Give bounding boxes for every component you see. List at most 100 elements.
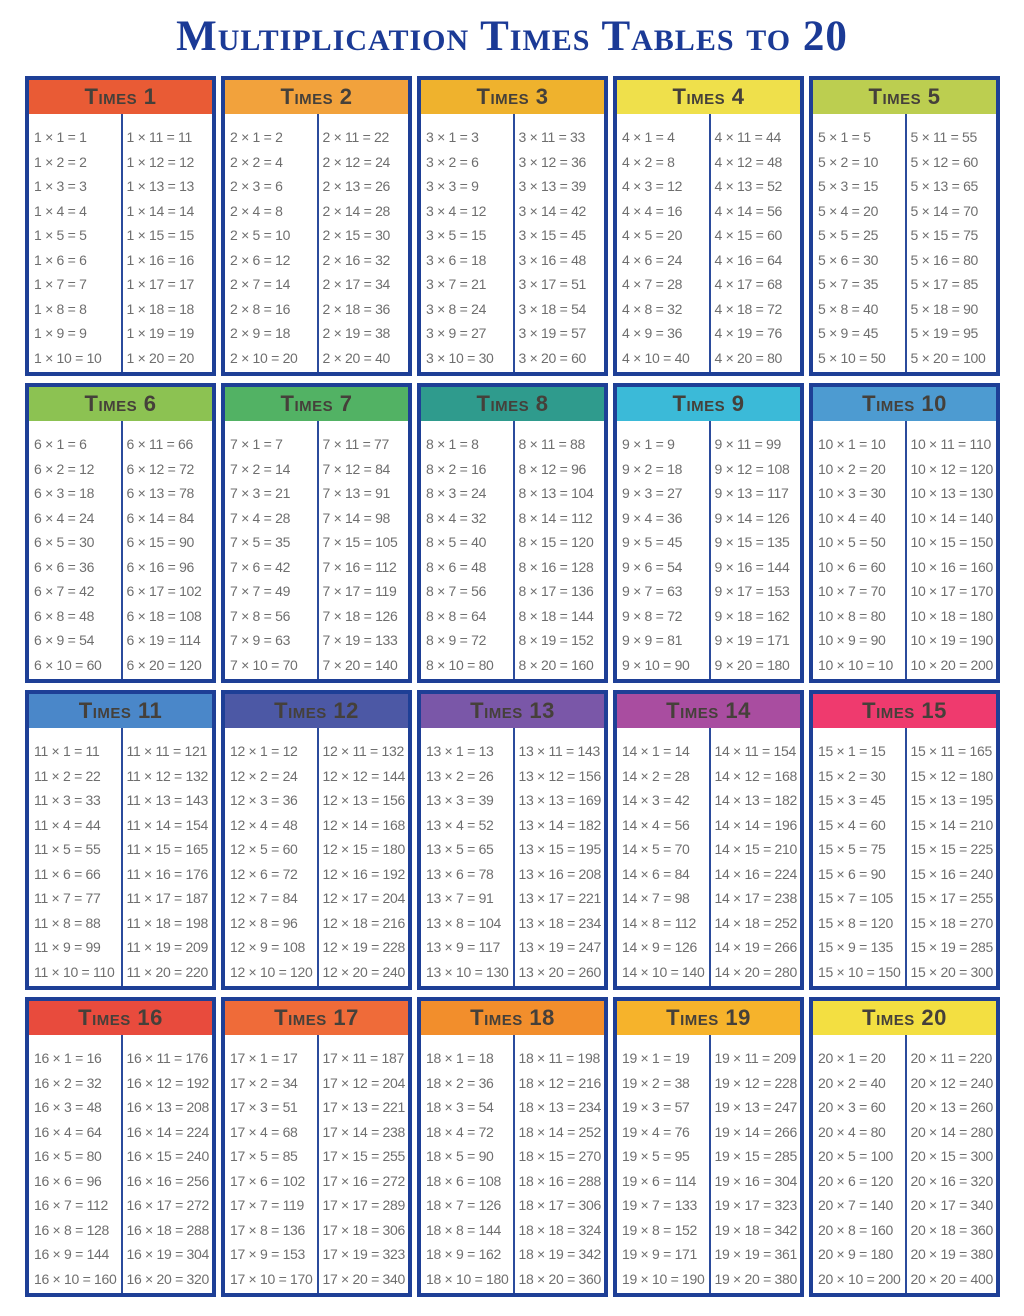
equation: 16 × 10 = 160 (34, 1270, 117, 1287)
equation: 11 × 12 = 132 (126, 767, 209, 784)
equation-column-left: 19 × 1 = 19 19 × 2 = 38 19 × 3 = 57 19 × 4 … (617, 1035, 709, 1293)
table-header-label: Times 7 (280, 391, 353, 416)
equation: 14 × 17 = 238 (714, 890, 798, 906)
equation: 5 × 17 = 85 (910, 276, 979, 292)
equation: 17 × 10 = 170 (230, 1270, 313, 1287)
equation: 5 × 16 = 80 (910, 251, 979, 268)
equation: 1 × 1 = 1 (34, 129, 87, 145)
equation: 17 × 6 = 102 (230, 1172, 306, 1189)
equation: 2 × 2 = 4 (230, 153, 283, 170)
equation: 17 × 5 = 85 (230, 1148, 298, 1164)
equation: 5 × 4 = 20 (818, 202, 879, 219)
equation: 6 × 5 = 30 (34, 534, 95, 550)
equation-column-right: 16 × 11 = 176 16 × 12 = 192 16 × 13 = 208 1… (120, 1035, 213, 1293)
table-header-label: Times 10 (862, 391, 947, 416)
equation: 7 × 13 = 91 (322, 485, 391, 501)
equation-column-left: 8 × 1 = 8 8 × 2 = 16 8 × 3 = 24 8 × 4 = 32 8… (421, 421, 513, 679)
equation: 3 × 13 = 39 (518, 178, 587, 194)
equation-column-right: 17 × 11 = 187 17 × 12 = 204 17 × 13 = 221 1… (316, 1035, 409, 1293)
equation: 18 × 17 = 306 (518, 1197, 602, 1213)
equation: 14 × 14 = 196 (714, 816, 798, 833)
equation: 6 × 6 = 36 (34, 558, 95, 575)
equation: 17 × 9 = 153 (230, 1246, 306, 1262)
equation: 16 × 3 = 48 (34, 1099, 102, 1115)
equation: 6 × 16 = 96 (126, 558, 195, 575)
equation: 20 × 19 = 380 (910, 1246, 994, 1262)
equation: 2 × 12 = 24 (322, 153, 391, 170)
equation: 7 × 8 = 56 (230, 607, 291, 624)
equation: 7 × 17 = 119 (322, 583, 397, 599)
equation: 10 × 12 = 120 (910, 460, 994, 477)
equation: 19 × 8 = 152 (622, 1221, 698, 1238)
equation: 2 × 17 = 34 (322, 276, 391, 292)
equation: 8 × 6 = 48 (426, 558, 487, 575)
equation: 16 × 15 = 240 (126, 1148, 210, 1164)
equation: 9 × 15 = 135 (714, 534, 790, 550)
equation-column-right: 6 × 11 = 66 6 × 12 = 72 6 × 13 = 78 6 × 14 … (120, 421, 213, 679)
equation: 20 × 9 = 180 (818, 1246, 894, 1262)
equation: 6 × 12 = 72 (126, 460, 195, 477)
table-header-label: Times 16 (78, 1005, 163, 1030)
equation: 18 × 4 = 72 (426, 1123, 494, 1140)
equation: 7 × 12 = 84 (322, 460, 391, 477)
equation-column-right: 15 × 11 = 165 15 × 12 = 180 15 × 13 = 195 1… (904, 728, 997, 986)
equation: 18 × 6 = 108 (426, 1172, 502, 1189)
equation: 6 × 8 = 48 (34, 607, 95, 624)
equation: 19 × 12 = 228 (714, 1074, 798, 1091)
equation: 1 × 16 = 16 (126, 251, 195, 268)
equation: 4 × 14 = 56 (714, 202, 783, 219)
table-header-label: Times 9 (672, 391, 745, 416)
equation: 3 × 12 = 36 (518, 153, 587, 170)
table-header-label: Times 8 (476, 391, 549, 416)
table-body: 8 × 1 = 8 8 × 2 = 16 8 × 3 = 24 8 × 4 = 32 8… (421, 421, 604, 679)
equation: 10 × 20 = 200 (910, 656, 994, 673)
equation-column-right: 20 × 11 = 220 20 × 12 = 240 20 × 13 = 260 2… (904, 1035, 997, 1293)
equation: 16 × 19 = 304 (126, 1246, 210, 1262)
equation: 13 × 12 = 156 (518, 767, 602, 784)
equation: 6 × 9 = 54 (34, 632, 95, 648)
equation: 17 × 18 = 306 (322, 1221, 406, 1238)
equation: 13 × 15 = 195 (518, 841, 602, 857)
equation: 4 × 11 = 44 (714, 129, 782, 145)
equation: 18 × 15 = 270 (518, 1148, 602, 1164)
table-body: 5 × 1 = 5 5 × 2 = 10 5 × 3 = 15 5 × 4 = 20 5… (813, 114, 996, 372)
equation: 2 × 18 = 36 (322, 300, 391, 317)
equation: 3 × 16 = 48 (518, 251, 587, 268)
equation: 20 × 3 = 60 (818, 1099, 886, 1115)
equation: 5 × 14 = 70 (910, 202, 979, 219)
equation: 13 × 2 = 26 (426, 767, 494, 784)
equation: 10 × 6 = 60 (818, 558, 886, 575)
equation-column-right: 12 × 11 = 132 12 × 12 = 144 12 × 13 = 156 1… (316, 728, 409, 986)
equation: 20 × 1 = 20 (818, 1050, 886, 1066)
equation: 10 × 3 = 30 (818, 485, 886, 501)
equation: 11 × 3 = 33 (34, 792, 101, 808)
equation: 13 × 16 = 208 (518, 865, 602, 882)
times-tables-grid: Times 1 1 × 1 = 1 1 × 2 = 2 1 × 3 = 3 1 × 4 … (25, 76, 1000, 1297)
equation-column-right: 3 × 11 = 33 3 × 12 = 36 3 × 13 = 39 3 × 14 … (512, 114, 605, 372)
equation-column-right: 5 × 11 = 55 5 × 12 = 60 5 × 13 = 65 5 × 14 … (904, 114, 997, 372)
table-header-label: Times 15 (862, 698, 947, 723)
equation: 17 × 2 = 34 (230, 1074, 298, 1091)
equation: 12 × 7 = 84 (230, 890, 298, 906)
equation: 11 × 11 = 121 (126, 743, 208, 759)
equation: 1 × 6 = 6 (34, 251, 87, 268)
equation-column-right: 9 × 11 = 99 9 × 12 = 108 9 × 13 = 117 9 × 1… (708, 421, 801, 679)
equation: 9 × 17 = 153 (714, 583, 790, 599)
equation: 7 × 5 = 35 (230, 534, 291, 550)
equation: 10 × 7 = 70 (818, 583, 886, 599)
equation: 14 × 19 = 266 (714, 939, 798, 955)
equation: 17 × 11 = 187 (322, 1050, 405, 1066)
equation: 18 × 5 = 90 (426, 1148, 494, 1164)
equation: 11 × 4 = 44 (34, 816, 101, 833)
table-header: Times 8 (421, 387, 604, 421)
equation: 11 × 14 = 154 (126, 816, 209, 833)
equation: 16 × 2 = 32 (34, 1074, 102, 1091)
equation: 13 × 10 = 130 (426, 963, 509, 980)
equation: 20 × 2 = 40 (818, 1074, 886, 1091)
equation: 5 × 9 = 45 (818, 325, 879, 341)
equation: 4 × 6 = 24 (622, 251, 683, 268)
equation: 10 × 18 = 180 (910, 607, 994, 624)
equation: 12 × 6 = 72 (230, 865, 298, 882)
times-table-panel: Times 3 3 × 1 = 3 3 × 2 = 6 3 × 3 = 9 3 × 4 … (417, 76, 608, 376)
equation: 5 × 2 = 10 (818, 153, 879, 170)
